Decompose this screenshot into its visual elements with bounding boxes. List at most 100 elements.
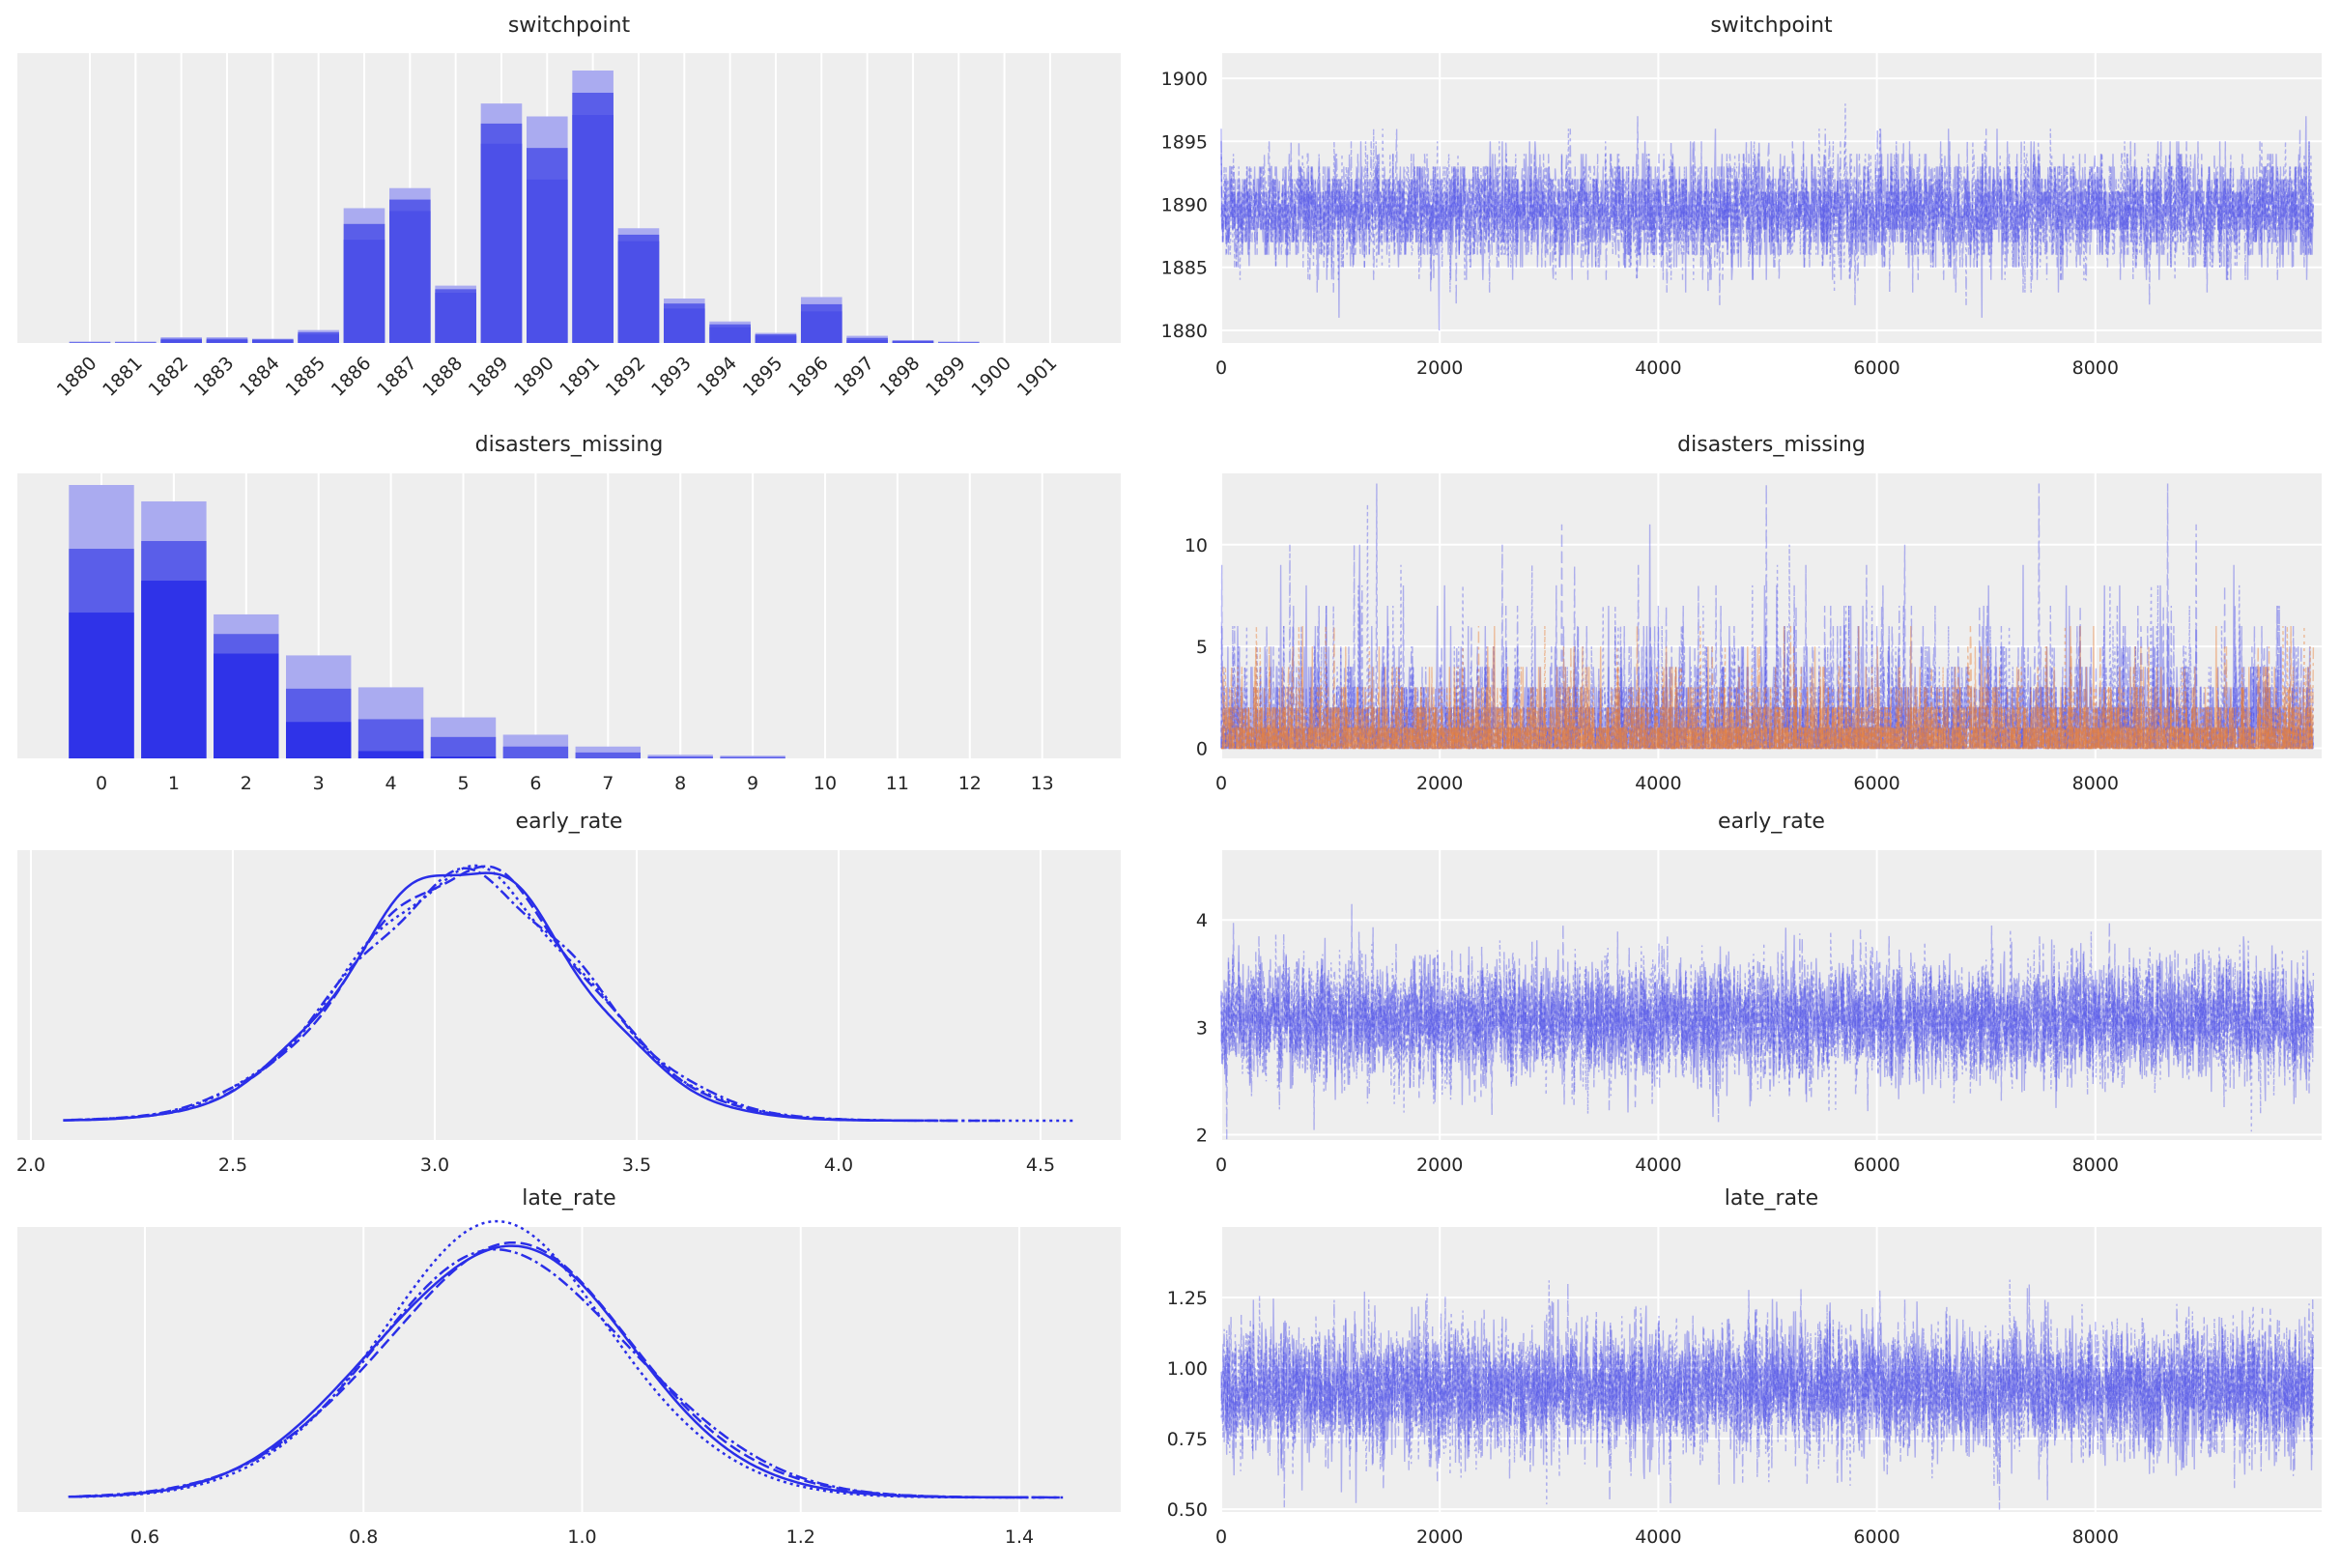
bar-5 xyxy=(430,756,497,758)
y-tick-label: 0.75 xyxy=(1167,1429,1208,1450)
bar-4 xyxy=(357,751,424,758)
x-tick-label: 1894 xyxy=(693,353,741,401)
plot-area xyxy=(1221,473,2322,758)
kde-chain-3 xyxy=(79,1247,1064,1499)
y-tick-label: 1895 xyxy=(1161,131,1208,153)
trace-disasters_missing[1]-chain-1 xyxy=(1220,625,2314,750)
subplot-title: switchpoint xyxy=(1710,14,1833,38)
x-tick-label: 6000 xyxy=(1853,357,1899,379)
trace-disasters_missing[0]-chain-0 xyxy=(1220,524,2314,750)
trace-early_rate-chain-1 xyxy=(1220,903,2315,1116)
y-tick-label: 0.50 xyxy=(1167,1499,1208,1521)
subplot-title: late_rate xyxy=(522,1186,615,1211)
subplot-early_rate-left: early_rate 2.0 2.5 3.0 3.5 4.0 4.5 xyxy=(16,810,1121,1176)
x-tick-label: 1880 xyxy=(53,353,101,401)
y-tick-label: 10 xyxy=(1185,535,1208,556)
trace-late_rate-chain-1 xyxy=(1220,1283,2315,1510)
x-tick-label: 2.0 xyxy=(16,1155,45,1176)
subplot-title: disasters_missing xyxy=(475,433,664,457)
x-tick-label: 1890 xyxy=(510,353,558,401)
plot-area xyxy=(1221,1227,2322,1512)
y-tick-label: 1.00 xyxy=(1167,1358,1208,1380)
y-tick-label: 1880 xyxy=(1161,321,1208,342)
kde-chain-1 xyxy=(63,865,957,1123)
x-tick-label: 9 xyxy=(747,773,758,794)
trace-switchpoint-chain-0 xyxy=(1220,116,2315,331)
x-tick-label: 8000 xyxy=(2072,773,2119,794)
x-tick-label: 2000 xyxy=(1416,1526,1463,1548)
bar-1898 xyxy=(892,341,934,343)
bar-1887 xyxy=(389,211,431,343)
bar-3 xyxy=(285,722,352,758)
trace-late_rate-chain-0 xyxy=(1220,1291,2315,1503)
bar-1889 xyxy=(480,143,523,343)
bar-max-1880 xyxy=(69,341,111,343)
trace-disasters_missing[1]-chain-2 xyxy=(1221,625,2315,750)
x-tick-label: 4 xyxy=(385,773,397,794)
bar-1885 xyxy=(298,334,339,343)
x-tick-label: 1895 xyxy=(739,353,787,401)
x-tick-label: 2000 xyxy=(1416,773,1463,794)
bar-1895 xyxy=(755,335,797,343)
x-tick-label: 1884 xyxy=(236,353,284,401)
y-tick-label: 2 xyxy=(1196,1125,1208,1146)
bar-1892 xyxy=(617,241,660,343)
bar-1890 xyxy=(527,179,568,343)
trace-switchpoint-chain-3 xyxy=(1220,128,2315,305)
x-tick-label: 1893 xyxy=(647,353,696,401)
y-tick-label: 5 xyxy=(1196,637,1208,658)
trace-disasters_missing[0]-chain-1 xyxy=(1220,483,2315,750)
trace-early_rate-chain-2 xyxy=(1220,928,2315,1132)
bar-1888 xyxy=(435,293,476,343)
bar-mid-6 xyxy=(502,746,569,758)
kde-chain-2 xyxy=(79,1219,1042,1499)
subplot-title: early_rate xyxy=(1718,810,1825,834)
x-tick-label: 4000 xyxy=(1635,773,1681,794)
plot-area xyxy=(1221,850,2322,1140)
bar-1 xyxy=(141,581,207,758)
x-tick-label: 6000 xyxy=(1853,773,1899,794)
x-tick-label: 12 xyxy=(958,773,982,794)
subplot-late_rate-right: late_rate 0 2000 4000 6000 8000 0.50 0.75 1.00 1.… xyxy=(1167,1186,2322,1548)
x-tick-label: 6000 xyxy=(1853,1155,1899,1176)
y-tick-label: 1.25 xyxy=(1167,1288,1208,1309)
x-tick-label: 5 xyxy=(457,773,469,794)
kde-chain-0 xyxy=(63,871,917,1123)
bar-mid-1880 xyxy=(69,342,111,343)
x-tick-label: 6000 xyxy=(1853,1526,1899,1548)
x-tick-label: 1.2 xyxy=(786,1526,815,1548)
x-tick-label: 4000 xyxy=(1635,1526,1681,1548)
bar-mid-1881 xyxy=(115,342,157,343)
x-tick-label: 0 xyxy=(1215,1155,1227,1176)
x-tick-label: 1.4 xyxy=(1005,1526,1034,1548)
x-tick-label: 4.5 xyxy=(1026,1155,1055,1176)
bar-1897 xyxy=(846,340,888,343)
x-tick-label: 3.0 xyxy=(420,1155,449,1176)
subplot-late_rate-left: late_rate 0.6 0.8 1.0 1.2 1.4 xyxy=(17,1186,1121,1548)
x-tick-label: 3 xyxy=(313,773,325,794)
trace-disasters_missing[1]-chain-0 xyxy=(1221,625,2314,750)
x-tick-label: 0.8 xyxy=(349,1526,378,1548)
y-tick-label: 1885 xyxy=(1161,258,1208,279)
x-tick-label: 0 xyxy=(1215,1526,1227,1548)
x-tick-label: 1892 xyxy=(602,353,650,401)
bar-max-1881 xyxy=(115,341,157,343)
x-tick-label: 13 xyxy=(1031,773,1054,794)
x-tick-label: 1896 xyxy=(785,353,833,401)
trace-late_rate-chain-3 xyxy=(1220,1283,2315,1505)
subplot-disasters_missing-right: disasters_missing 0 2000 4000 6000 8000 0 5 10 xyxy=(1185,433,2322,794)
x-tick-label: 0.6 xyxy=(130,1526,159,1548)
trace-disasters_missing[0]-chain-3 xyxy=(1220,483,2314,750)
x-tick-label: 11 xyxy=(886,773,909,794)
x-tick-label: 8000 xyxy=(2072,1526,2119,1548)
x-tick-label: 10 xyxy=(814,773,837,794)
subplot-title: early_rate xyxy=(516,810,623,834)
bar-1886 xyxy=(343,240,385,343)
x-tick-label: 1887 xyxy=(373,353,421,401)
bar-mid-9 xyxy=(720,756,785,758)
plot-area xyxy=(17,850,1121,1140)
trace-disasters_missing[1]-chain-3 xyxy=(1221,625,2315,750)
x-tick-label: 1889 xyxy=(465,353,513,401)
